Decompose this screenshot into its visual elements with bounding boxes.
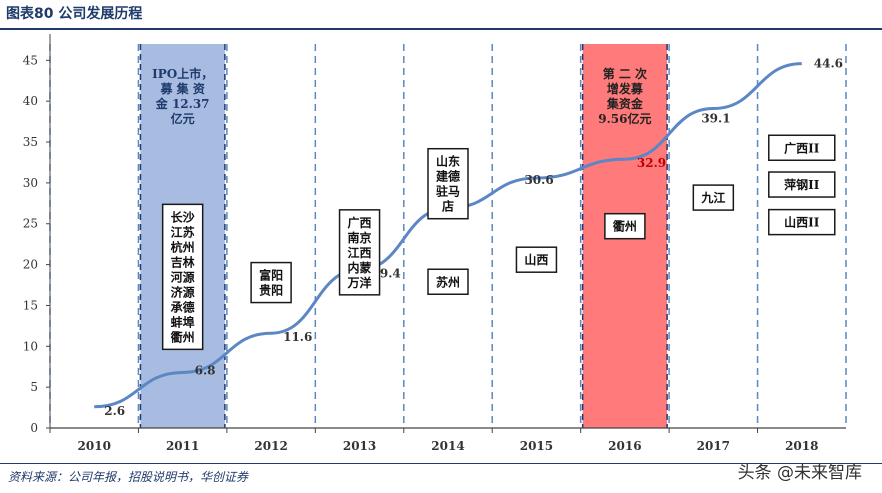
band-label: IPO上市， (152, 66, 213, 81)
location-label: 衢州 (171, 329, 195, 344)
y-tick-label: 30 (23, 176, 38, 190)
data-label: 32.9 (637, 156, 666, 170)
location-label: 苏州 (436, 274, 460, 289)
x-tick-label: 2013 (343, 439, 376, 453)
band-label: 募 集 资 (159, 81, 204, 96)
y-tick-label: 0 (30, 421, 38, 435)
location-label: 山西II (784, 215, 820, 230)
location-label: 南京 (348, 230, 372, 245)
location-label: 长沙 (171, 209, 195, 224)
y-tick-label: 35 (23, 135, 38, 149)
y-tick-label: 20 (23, 258, 38, 272)
location-box (692, 184, 735, 211)
location-label: 衢州 (613, 219, 637, 234)
location-label: 内蒙 (348, 260, 372, 275)
location-box (250, 261, 292, 304)
y-tick-label: 15 (23, 298, 38, 312)
location-box (161, 203, 204, 351)
x-tick-label: 2018 (785, 439, 818, 453)
location-box (515, 246, 558, 273)
data-label: 11.6 (283, 330, 312, 344)
location-label: 杭州 (171, 239, 195, 254)
location-label: 江苏 (171, 224, 195, 239)
location-label: 济源 (171, 284, 195, 299)
source-rule (0, 463, 882, 464)
location-label: 九江 (700, 190, 725, 205)
location-label: 万洋 (347, 275, 372, 290)
band-label: 集资金 (606, 96, 644, 111)
location-label: 承德 (171, 299, 195, 314)
y-tick-label: 10 (23, 339, 38, 353)
band-label: 第 二 次 (603, 66, 647, 81)
data-label: 39.1 (701, 112, 730, 126)
location-label: 蚌埠 (171, 314, 195, 329)
band-label: 亿元 (171, 111, 195, 126)
x-tick-label: 2014 (431, 439, 464, 453)
x-tick-label: 2012 (254, 439, 287, 453)
location-box (604, 212, 646, 240)
location-label: 驻马 (436, 184, 460, 199)
location-box (768, 134, 836, 162)
title-rule (0, 28, 882, 30)
x-tick-label: 2016 (608, 439, 641, 453)
location-label: 吉林 (171, 254, 195, 269)
location-label: 山西 (524, 252, 548, 267)
location-label: 富阳 (259, 268, 283, 283)
y-tick-label: 45 (23, 53, 38, 67)
location-label: 贵阳 (259, 283, 283, 298)
location-label: 山东 (436, 154, 460, 169)
y-tick-label: 25 (23, 217, 38, 231)
x-tick-label: 2015 (520, 439, 553, 453)
location-label: 江西 (348, 245, 372, 260)
band-label: 金 12.37 (155, 96, 210, 111)
y-tick-label: 5 (30, 380, 38, 394)
location-label: 广西 (348, 215, 372, 230)
location-label: 广西II (784, 140, 820, 155)
data-label: 2.6 (104, 404, 125, 418)
x-tick-label: 2017 (697, 439, 730, 453)
location-box (338, 209, 381, 296)
band-label: 9.56亿元 (598, 111, 651, 126)
data-label: 30.6 (524, 173, 553, 187)
location-box (427, 147, 469, 220)
x-tick-label: 2011 (166, 439, 199, 453)
figure-title: 图表80 公司发展历程 (6, 6, 143, 22)
location-box (427, 268, 469, 296)
location-label: 建德 (435, 169, 460, 184)
band-label: 增发募 (607, 81, 644, 96)
location-label: 河源 (170, 269, 195, 284)
data-label: 44.6 (814, 57, 843, 71)
source-note: 资料来源：公司年报，招股说明书，华创证券 (8, 470, 249, 484)
location-box (768, 171, 836, 198)
data-label: 6.8 (195, 363, 216, 377)
watermark: 头条 @未来智库 (737, 463, 862, 483)
location-label: 店 (442, 199, 454, 214)
location-box (768, 208, 836, 236)
y-tick-label: 40 (23, 94, 38, 108)
location-label: 萍钢II (784, 177, 820, 192)
x-tick-label: 2010 (78, 439, 111, 453)
